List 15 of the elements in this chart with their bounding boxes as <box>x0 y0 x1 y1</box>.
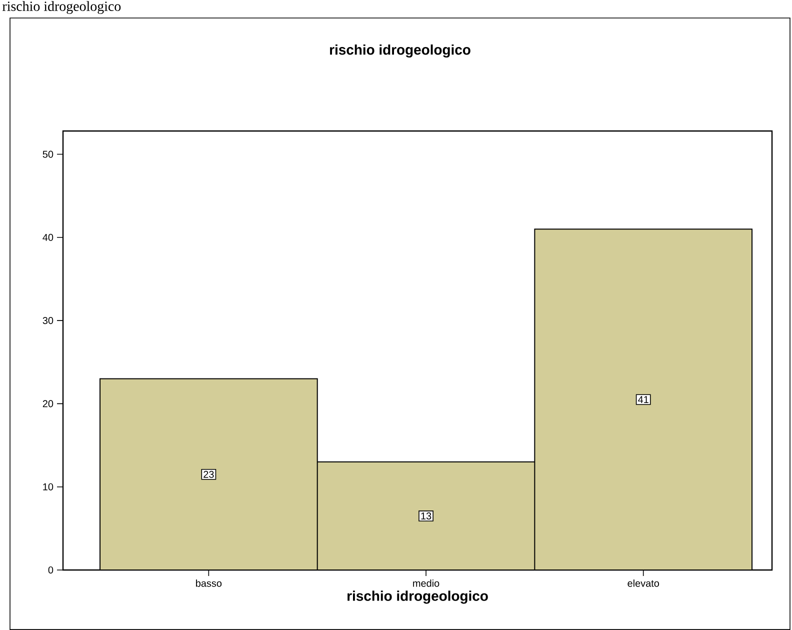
x-tick-label: basso <box>196 580 222 587</box>
x-axis-title: rischio idrogeologico <box>348 590 488 604</box>
y-tick-label: 0 <box>48 566 54 574</box>
y-tick-label: 20 <box>42 400 54 408</box>
data-label: 23 <box>204 470 214 478</box>
x-tick-label: medio <box>413 580 440 587</box>
data-label: 13 <box>421 512 432 520</box>
y-tick-label: 30 <box>42 317 54 324</box>
chart-title: rischio idrogeologico <box>330 44 470 58</box>
x-tick-label: elevato <box>628 580 659 587</box>
y-tick-label: 40 <box>42 234 54 241</box>
data-label: 41 <box>638 396 648 403</box>
y-tick-label: 50 <box>42 150 54 158</box>
text: rischio idrogeologico <box>2 1 121 14</box>
y-tick-label: 10 <box>43 483 54 490</box>
